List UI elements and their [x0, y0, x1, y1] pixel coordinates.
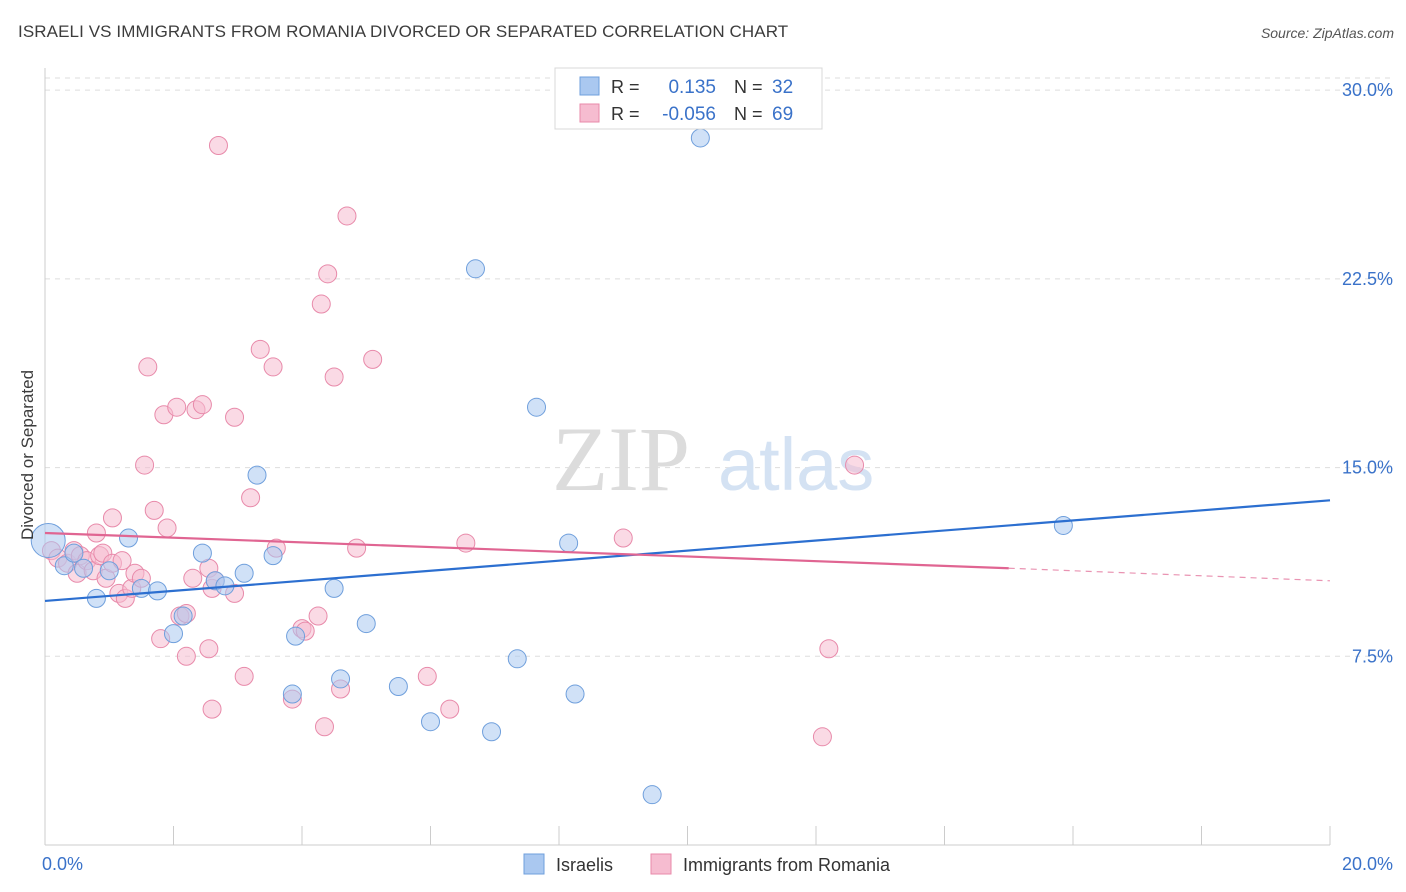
- israelis-point-28: [559, 533, 579, 553]
- israelis-point-24: [465, 259, 485, 279]
- stats-r-label-pink: R =: [611, 104, 640, 124]
- israelis-point-18: [286, 626, 306, 646]
- romania-point-64: [845, 455, 865, 475]
- romania-point-38: [208, 136, 228, 156]
- stats-n-value-blue: 32: [772, 77, 793, 98]
- israelis-point-17: [282, 684, 302, 704]
- israelis-point-1: [54, 556, 74, 576]
- israelis-trend-line: [44, 499, 1331, 603]
- romania-point-44: [263, 357, 283, 377]
- legend-swatch-israelis: [523, 853, 545, 875]
- legend-label-romania: Immigrants from Romania: [683, 855, 891, 875]
- israelis-point-29: [565, 684, 585, 704]
- romania-point-22: [144, 500, 164, 520]
- stats-n-label-blue: N =: [734, 77, 763, 97]
- romania-point-59: [440, 699, 460, 719]
- israelis-point-22: [388, 676, 408, 696]
- axes: [44, 68, 1331, 846]
- x-tick-label-1: 20.0%: [1342, 854, 1393, 874]
- israelis-point-21: [356, 614, 376, 634]
- romania-trend-line: [44, 531, 1009, 570]
- romania-point-30: [183, 568, 203, 588]
- romania-point-51: [314, 717, 334, 737]
- chart-title: ISRAELI VS IMMIGRANTS FROM ROMANIA DIVOR…: [18, 22, 789, 41]
- israelis-point-10: [173, 606, 193, 626]
- y-tick-label-2: 22.5%: [1342, 269, 1393, 289]
- romania-point-34: [202, 699, 222, 719]
- romania-point-43: [250, 339, 270, 359]
- israelis-point-5: [99, 561, 119, 581]
- romania-point-29: [176, 646, 196, 666]
- romania-point-55: [337, 206, 357, 226]
- x-tick-label-0: 0.0%: [42, 854, 83, 874]
- israelis-point-0: [30, 523, 66, 559]
- romania-point-57: [363, 349, 383, 369]
- israelis-point-11: [192, 543, 212, 563]
- romania-point-33: [199, 639, 219, 659]
- romania-point-56: [347, 538, 367, 558]
- watermark: ZIP atlas: [552, 408, 874, 510]
- stats-n-value-pink: 69: [772, 104, 793, 125]
- israelis-point-15: [247, 465, 267, 485]
- romania-point-61: [613, 528, 633, 548]
- legend-label-israelis: Israelis: [556, 855, 613, 875]
- romania-point-50: [311, 294, 331, 314]
- israelis-point-3: [74, 558, 94, 578]
- romania-point-15: [112, 551, 132, 571]
- y-tick-label-0: 7.5%: [1352, 646, 1393, 666]
- stats-n-label-pink: N =: [734, 104, 763, 124]
- israelis-point-19: [324, 578, 344, 598]
- romania-point-25: [157, 518, 177, 538]
- israelis-point-9: [164, 624, 183, 644]
- y-tick-label-3: 30.0%: [1342, 80, 1393, 100]
- romania-point-40: [225, 407, 245, 427]
- legend-swatch-romania: [650, 853, 672, 875]
- x-tick-labels: 0.0% 20.0%: [42, 854, 1393, 874]
- romania-point-21: [138, 357, 158, 377]
- israelis-point-27: [527, 397, 547, 417]
- stats-box: R = 0.135 N = 32 R = -0.056 N = 69: [554, 67, 823, 130]
- israelis-point-23: [421, 712, 440, 732]
- trend-lines: [44, 499, 1331, 603]
- legend: Israelis Immigrants from Romania: [523, 853, 891, 875]
- stats-r-value-blue: 0.135: [668, 77, 716, 98]
- romania-trend-extension: [1008, 567, 1331, 582]
- romania-point-41: [234, 666, 254, 686]
- romania-point-63: [819, 639, 839, 659]
- israelis-point-14: [234, 563, 254, 583]
- romania-point-32: [192, 395, 212, 415]
- stats-swatch-pink: [579, 103, 600, 123]
- y-axis-label: Divorced or Separated: [18, 370, 37, 540]
- israelis-point-2: [64, 543, 84, 563]
- stats-swatch-blue: [579, 76, 600, 96]
- series-israelis-points: [30, 128, 1073, 805]
- romania-point-42: [241, 488, 261, 508]
- romania-point-13: [102, 508, 122, 528]
- romania-point-20: [135, 455, 155, 475]
- romania-point-49: [308, 606, 328, 626]
- romania-point-62: [812, 727, 832, 747]
- source-label: Source: ZipAtlas.com: [1260, 25, 1394, 41]
- israelis-point-26: [507, 649, 527, 669]
- israelis-point-20: [331, 669, 351, 689]
- y-tick-label-1: 15.0%: [1342, 458, 1393, 478]
- israelis-point-32: [1053, 515, 1073, 535]
- israelis-point-31: [690, 128, 710, 148]
- romania-point-52: [318, 264, 338, 284]
- romania-point-53: [324, 367, 344, 387]
- romania-point-8: [86, 523, 106, 543]
- stats-r-label-blue: R =: [611, 77, 640, 97]
- romania-point-58: [417, 666, 437, 686]
- israelis-point-16: [263, 546, 283, 566]
- israelis-point-6: [119, 528, 139, 548]
- watermark-zip: ZIP: [552, 408, 690, 510]
- romania-point-26: [167, 397, 187, 417]
- israelis-point-25: [482, 722, 502, 742]
- stats-r-value-pink: -0.056: [662, 104, 716, 125]
- israelis-point-30: [642, 785, 662, 805]
- y-tick-labels: 7.5% 15.0% 22.5% 30.0%: [1342, 80, 1393, 666]
